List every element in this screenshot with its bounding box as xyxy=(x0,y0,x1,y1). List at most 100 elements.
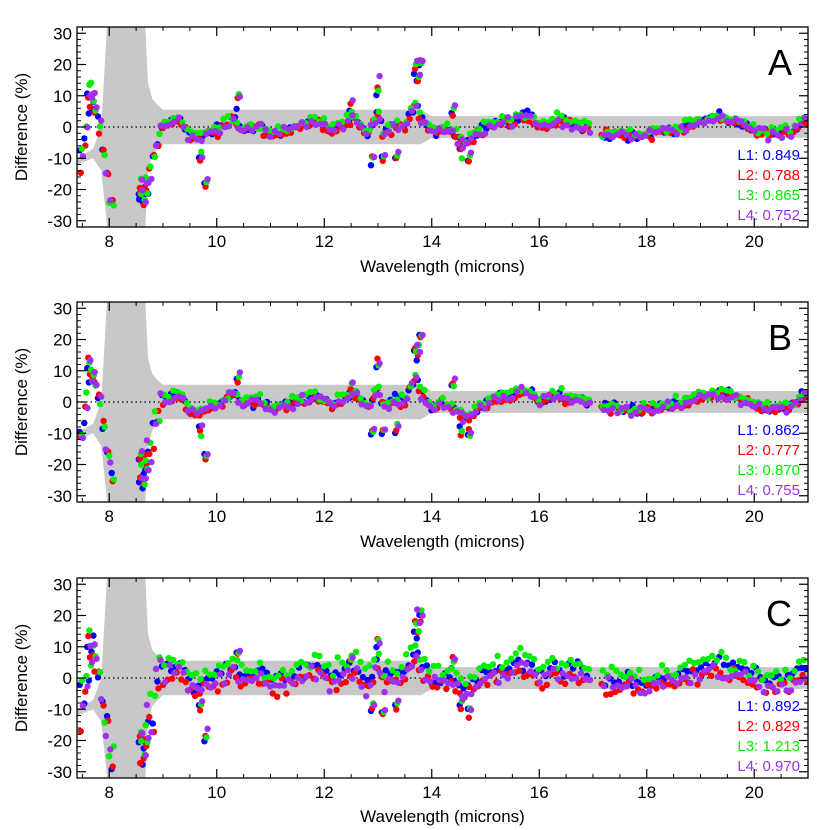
data-point xyxy=(308,662,315,670)
data-point xyxy=(797,678,804,685)
data-point xyxy=(364,676,371,684)
data-point xyxy=(142,457,149,464)
data-point xyxy=(458,427,466,435)
data-point xyxy=(146,450,153,458)
legend-value: 0.755 xyxy=(762,482,800,499)
data-point xyxy=(413,357,420,364)
data-point xyxy=(94,674,102,681)
data-point xyxy=(299,391,306,399)
data-point xyxy=(160,662,168,669)
data-point xyxy=(673,680,681,687)
data-point xyxy=(221,397,228,404)
data-point xyxy=(274,693,281,700)
data-point xyxy=(340,398,347,406)
legend-value: 0.862 xyxy=(762,422,800,439)
data-point xyxy=(293,394,300,401)
data-point xyxy=(237,683,244,690)
data-point xyxy=(238,661,245,668)
x-axis-title: Wavelength (microns) xyxy=(360,532,525,551)
data-point xyxy=(340,126,347,133)
data-point xyxy=(385,405,393,412)
data-point xyxy=(751,403,758,410)
data-point xyxy=(224,660,232,667)
data-point xyxy=(100,417,107,425)
data-point xyxy=(225,122,233,130)
panel-a: -30 -20 -10 0 10 20 30 8 10 12 14 16 18 20 Wavelength … xyxy=(12,24,809,276)
data-point xyxy=(626,126,634,133)
data-point xyxy=(737,118,744,125)
data-point xyxy=(395,126,402,133)
data-point xyxy=(91,89,98,97)
data-point xyxy=(623,131,630,138)
y-tick-label: 20 xyxy=(53,56,72,75)
data-point xyxy=(764,399,771,406)
data-point xyxy=(490,669,498,676)
legend-entry-l1: L1: 0.862 xyxy=(737,422,800,439)
data-point xyxy=(162,678,169,686)
data-point xyxy=(353,119,361,126)
data-point xyxy=(101,719,108,726)
data-point xyxy=(335,677,342,684)
panel-c: -30 -20 -10 0 10 20 30 8 10 12 14 16 18 20 Wavelength … xyxy=(12,575,809,826)
data-point xyxy=(321,120,329,128)
data-point xyxy=(256,391,264,398)
data-point xyxy=(150,445,158,452)
data-point xyxy=(257,120,265,128)
data-point xyxy=(283,690,290,697)
data-point xyxy=(727,388,734,395)
data-point xyxy=(804,121,808,128)
data-point xyxy=(359,673,367,681)
data-point xyxy=(414,341,421,349)
data-point xyxy=(142,199,149,206)
data-point xyxy=(658,662,666,669)
data-point xyxy=(390,121,397,128)
data-point xyxy=(709,112,716,120)
data-point xyxy=(433,684,441,691)
data-point xyxy=(216,130,224,137)
data-point xyxy=(774,131,781,138)
data-point xyxy=(236,647,244,655)
legend-value: 1.213 xyxy=(762,738,800,755)
data-point xyxy=(709,652,716,660)
data-point xyxy=(252,668,259,675)
data-point xyxy=(358,123,365,130)
data-point xyxy=(366,662,373,669)
data-point xyxy=(458,136,466,143)
data-point xyxy=(206,671,213,678)
data-point xyxy=(655,679,662,686)
data-point xyxy=(564,122,571,129)
legend-entry-l3: L3: 0.870 xyxy=(737,462,800,479)
data-point xyxy=(549,115,556,123)
data-point xyxy=(363,130,370,138)
y-tick-label: 30 xyxy=(53,575,72,594)
data-point xyxy=(95,130,103,137)
data-point xyxy=(166,398,173,406)
data-point xyxy=(203,734,210,741)
data-point xyxy=(582,124,589,131)
y-tick-label: -30 xyxy=(47,487,72,506)
data-point xyxy=(342,679,349,686)
data-point xyxy=(193,410,201,417)
data-point xyxy=(148,458,155,466)
data-point xyxy=(333,686,340,694)
data-point xyxy=(489,661,497,668)
x-tick-label: 14 xyxy=(422,507,441,526)
y-tick-label: -30 xyxy=(47,212,72,231)
data-point xyxy=(623,683,630,690)
data-point xyxy=(84,124,91,131)
data-point xyxy=(632,681,639,689)
x-tick-label: 12 xyxy=(315,783,334,802)
data-point xyxy=(106,753,113,760)
data-point xyxy=(641,132,649,139)
data-point xyxy=(640,399,647,407)
data-point xyxy=(91,668,98,675)
data-point xyxy=(408,380,416,387)
data-point xyxy=(787,133,795,140)
data-point xyxy=(211,671,218,678)
data-point xyxy=(197,675,204,683)
data-point xyxy=(78,145,86,153)
data-point xyxy=(367,402,374,410)
data-point xyxy=(371,425,378,433)
data-point xyxy=(713,657,721,664)
data-point xyxy=(321,395,329,402)
